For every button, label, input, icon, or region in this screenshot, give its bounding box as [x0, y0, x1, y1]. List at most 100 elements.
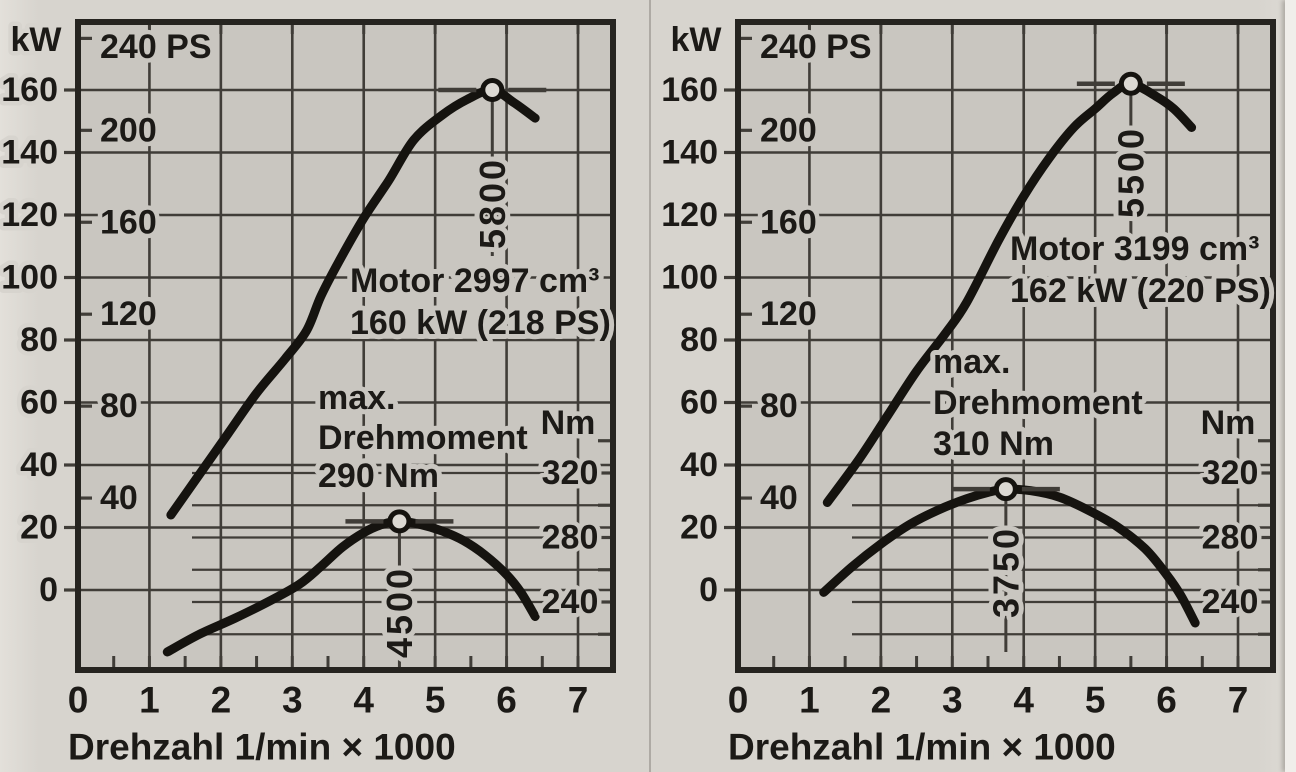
x-tick-label: 6	[1156, 680, 1177, 721]
peak-marker-circle	[1118, 71, 1143, 96]
ps-tick-label: 200	[100, 111, 157, 149]
kw-tick-label: 100	[661, 259, 718, 297]
ps-tick-label: 120	[760, 295, 817, 333]
nm-tick-label: 320	[542, 454, 599, 492]
kw-tick-label: 20	[680, 509, 718, 547]
ps-tick-label: 240 PS	[100, 28, 212, 66]
kw-tick-label: 40	[20, 446, 58, 484]
x-tick-label: 1	[799, 680, 820, 721]
ps-tick-label: 120	[100, 295, 157, 333]
peak-rpm-label: 5800	[472, 157, 513, 249]
kw-tick-label: 0	[699, 571, 718, 609]
ps-tick-label: 160	[100, 203, 157, 241]
annotations: Motor 3199 cm³ 162 kW (220 PS) max.Drehmom…	[928, 225, 1276, 468]
torque-annotation-line: max.	[318, 379, 396, 417]
kw-axis-label: kW	[11, 21, 63, 59]
engine-annotation-line: 160 kW (218 PS)	[350, 304, 611, 342]
torque-curve	[162, 516, 540, 657]
torque-annotation-line: max.	[933, 343, 1011, 381]
x-tick-label: 2	[211, 680, 232, 721]
x-axis-title: Drehzahl 1/min × 1000	[728, 727, 1116, 768]
torque-annotation-line: 310 Nm	[933, 425, 1054, 463]
kw-tick-label: 100	[1, 259, 58, 297]
grid	[78, 22, 613, 670]
peak-rpm-label: 3750	[985, 526, 1026, 618]
kw-axis-label: kW	[671, 21, 723, 59]
engine-annotation-line: Motor 2997 cm³	[350, 262, 599, 300]
ps-tick-label: 40	[760, 479, 798, 517]
peak-rpm-label: 5500	[1110, 126, 1151, 218]
ps-tick-label: 80	[760, 387, 798, 425]
x-tick-label: 2	[871, 680, 892, 721]
plot-border	[75, 19, 616, 673]
kw-tick-label: 40	[680, 446, 718, 484]
engine-annotation-line: 162 kW (220 PS)	[1010, 272, 1271, 310]
x-tick-label: 1	[139, 680, 160, 721]
x-tick-label: 0	[68, 680, 89, 721]
kw-tick-label: 20	[20, 509, 58, 547]
plot-area	[78, 22, 613, 670]
engine-annotation-line: Motor 3199 cm³	[1010, 230, 1259, 268]
column-divider	[649, 0, 651, 772]
nm-tick-label: 240	[1202, 583, 1259, 621]
x-tick-label: 0	[728, 680, 749, 721]
peak-marker-circle	[387, 509, 412, 534]
torque-peak-marker: 4500	[345, 509, 454, 663]
nm-tick-label: 280	[542, 519, 599, 557]
kw-tick-label: 160	[661, 71, 718, 109]
x-tick-label: 5	[425, 680, 446, 721]
kw-tick-label: 140	[661, 134, 718, 172]
kw-tick-label: 160	[1, 71, 58, 109]
x-tick-label: 7	[1228, 680, 1249, 721]
peak-marker-circle	[480, 78, 505, 102]
kw-tick-label: 0	[39, 571, 58, 609]
engine-chart-left-panel: 5800 4500 kW 160 140 120 100 80 60 40 20 0 240 PS 200…	[0, 17, 616, 772]
plot-border	[735, 19, 1276, 673]
x-tick-label: 7	[568, 680, 589, 721]
torque-peak-marker: 3750	[951, 477, 1060, 652]
ps-tick-label: 40	[100, 479, 138, 517]
power-curve	[166, 85, 540, 520]
nm-tick-label: 280	[1202, 519, 1259, 557]
kw-tick-label: 60	[680, 384, 718, 422]
peak-rpm-label: 4500	[379, 566, 420, 658]
x-tick-label: 6	[496, 680, 517, 721]
grid	[738, 22, 1273, 670]
x-tick-label: 3	[282, 680, 303, 721]
kw-tick-label: 140	[1, 134, 58, 172]
torque-annotation-line: 290 Nm	[318, 457, 439, 495]
power-peak-marker: 5800	[438, 78, 547, 256]
x-tick-label: 3	[942, 680, 963, 721]
nm-tick-label: 240	[542, 583, 599, 621]
x-axis-title: Drehzahl 1/min × 1000	[68, 727, 456, 768]
ps-tick-label: 240 PS	[760, 28, 872, 66]
ps-tick-label: 80	[100, 387, 138, 425]
x-tick-label: 5	[1085, 680, 1106, 721]
ps-tick-label: 200	[760, 111, 817, 149]
engine-chart-right-panel: 5500 3750 kW 160 140 120 100 80 60 40 20 0 240 PS 200…	[648, 0, 1296, 772]
nm-tick-label: 320	[1202, 454, 1259, 492]
curves	[162, 85, 540, 657]
kw-tick-label: 80	[680, 321, 718, 359]
torque-annotation-line: Drehmoment	[933, 384, 1143, 422]
page-edge-strip	[1285, 0, 1296, 772]
nm-axis-label: Nm	[1201, 404, 1256, 442]
power-peak-marker: 5500	[1076, 71, 1185, 235]
torque-annotation-line: Drehmoment	[318, 419, 528, 457]
x-tick-label: 4	[1013, 680, 1034, 721]
kw-tick-label: 120	[1, 196, 58, 234]
annotations: Motor 2997 cm³ 160 kW (218 PS) max.Drehmom…	[313, 257, 616, 500]
peak-marker-circle	[993, 477, 1018, 502]
power-curve	[822, 79, 1197, 507]
ps-tick-label: 160	[760, 203, 817, 241]
nm-axis-label: Nm	[541, 404, 596, 442]
kw-tick-label: 60	[20, 384, 58, 422]
kw-tick-label: 80	[20, 321, 58, 359]
kw-tick-label: 120	[661, 196, 718, 234]
x-tick-label: 4	[353, 680, 374, 721]
